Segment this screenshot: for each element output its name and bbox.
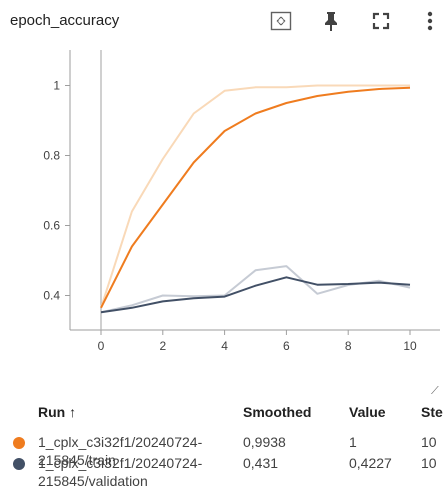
more-vert-icon[interactable] [417, 8, 443, 34]
x-tick-label: 4 [221, 339, 228, 353]
x-tick-label: 0 [98, 339, 105, 353]
run-name: 1_cplx_c3i32f1/20240724- [38, 455, 203, 471]
smoothed-value: 0,9938 [243, 434, 286, 450]
line-chart[interactable]: 0.40.60.810 2 4 6 8 10 [0, 40, 448, 385]
smoothed-series-line [100, 86, 411, 309]
x-tick-label: 6 [283, 339, 290, 353]
y-tick-label: 0.6 [43, 219, 60, 233]
run-name: 1_cplx_c3i32f1/20240724- [38, 434, 203, 450]
x-tick-label: 2 [159, 339, 166, 353]
run-name: 215845/train [38, 452, 116, 468]
smoothed-value: 0,431 [243, 455, 279, 471]
x-tick-label: 8 [345, 339, 352, 353]
step-value: 10 [421, 434, 437, 450]
column-header-step[interactable]: Ste [421, 404, 443, 420]
y-tick-label: 0.4 [43, 289, 60, 303]
x-tick-label: 10 [403, 339, 417, 353]
fit-domain-icon[interactable] [268, 8, 294, 34]
y-tick-label: 1 [53, 79, 60, 93]
fullscreen-icon[interactable] [368, 8, 394, 34]
card-title: epoch_accuracy [10, 12, 120, 29]
pin-icon[interactable] [318, 8, 344, 34]
smoothed-series-line [100, 276, 411, 314]
y-tick-label: 0.8 [43, 149, 60, 163]
raw-value: 0,4227 [349, 455, 392, 471]
run-color-dot[interactable] [13, 458, 25, 470]
column-header-smoothed[interactable]: Smoothed [243, 404, 312, 420]
step-value: 10 [421, 455, 437, 471]
run-color-dot[interactable] [13, 437, 25, 449]
column-header-value[interactable]: Value [349, 404, 386, 420]
raw-series-line [100, 84, 410, 309]
raw-value: 1 [349, 434, 357, 450]
resize-handle-icon[interactable]: ⟋ [431, 385, 439, 397]
column-header-run[interactable]: Run ↑ [38, 404, 77, 420]
run-name: 215845/validation [38, 473, 148, 489]
